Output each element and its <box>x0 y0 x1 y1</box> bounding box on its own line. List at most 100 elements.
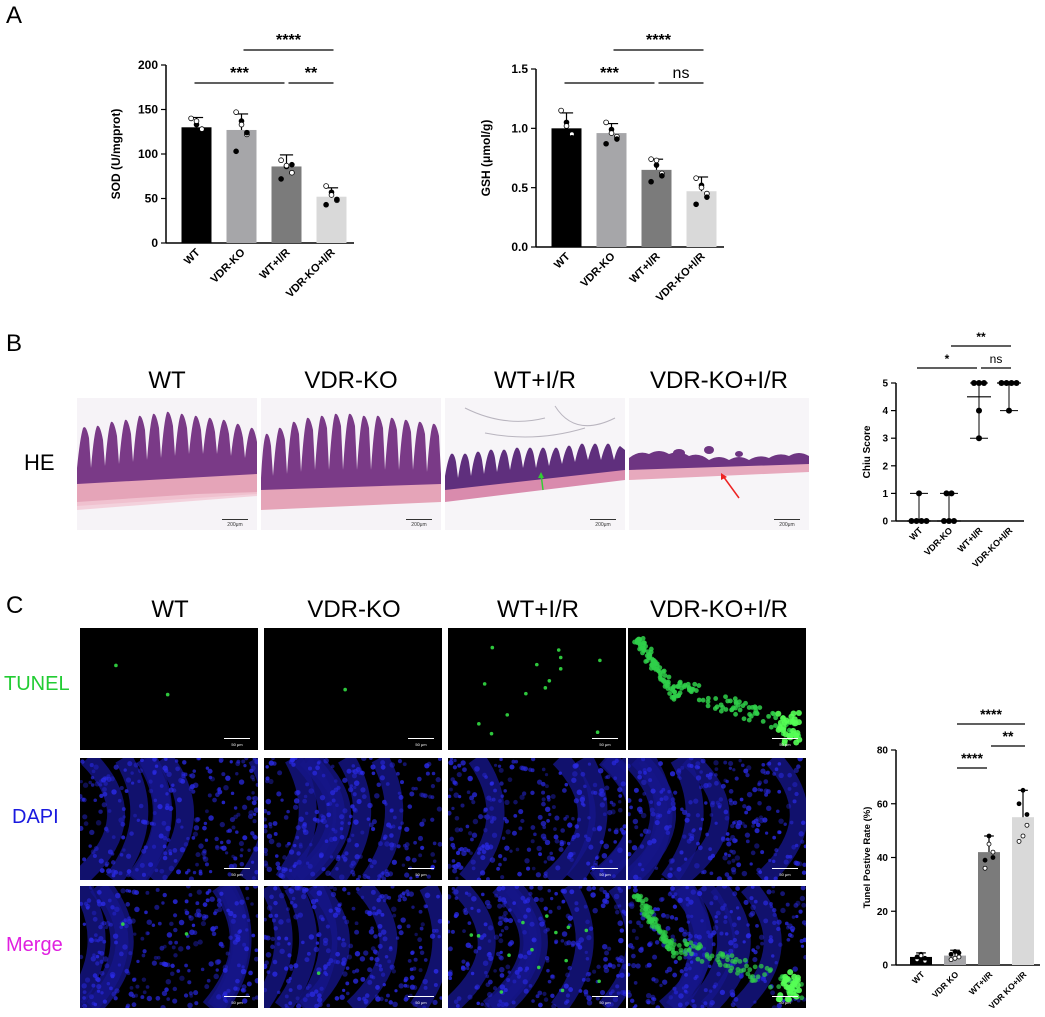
nucleus <box>530 825 536 830</box>
nucleus <box>103 781 108 786</box>
nucleus <box>195 862 199 867</box>
nucleus <box>302 798 308 804</box>
nucleus <box>391 969 397 974</box>
tunel-positive-cell <box>750 704 755 710</box>
nucleus <box>632 887 638 893</box>
significance-label: **** <box>646 32 672 49</box>
nucleus <box>374 793 380 799</box>
nucleus <box>369 864 374 869</box>
nucleus <box>602 944 608 950</box>
nucleus <box>471 866 476 871</box>
nucleus <box>636 920 641 926</box>
nucleus <box>543 860 548 864</box>
tunel-positive-cell <box>729 707 735 713</box>
data-point <box>952 955 958 961</box>
nucleus <box>90 849 96 855</box>
nucleus <box>780 891 785 897</box>
nucleus <box>599 840 604 845</box>
data-point <box>199 132 205 139</box>
nucleus <box>264 847 268 854</box>
nucleus <box>710 800 715 805</box>
nucleus <box>646 767 652 773</box>
tunel-positive-cell <box>114 663 118 668</box>
nucleus <box>320 815 326 821</box>
nucleus <box>520 765 526 771</box>
nucleus <box>631 945 635 950</box>
significance-label: ns <box>990 352 1003 366</box>
bar-1 <box>596 133 627 247</box>
nucleus <box>411 857 417 863</box>
nucleus <box>676 774 681 779</box>
nucleus <box>196 758 201 761</box>
nucleus <box>389 825 393 829</box>
nucleus <box>437 934 441 939</box>
nucleus <box>482 960 489 966</box>
nucleus <box>430 817 435 822</box>
nucleus <box>339 814 345 820</box>
nucleus <box>476 1001 480 1006</box>
nucleus <box>215 968 219 972</box>
nucleus <box>296 984 303 990</box>
tunel-positive-cell <box>121 922 125 926</box>
nucleus <box>498 854 503 859</box>
nucleus <box>547 979 552 984</box>
nucleus <box>193 990 199 996</box>
nucleus <box>688 832 692 837</box>
nucleus <box>662 979 668 985</box>
nucleus <box>378 964 382 968</box>
nucleus <box>522 954 528 960</box>
scale-label: 50 μm <box>599 1000 611 1005</box>
tunel-positive-cell <box>768 724 774 730</box>
col-header-c-wtir: WT+I/R <box>497 596 579 623</box>
nucleus <box>590 892 596 898</box>
nucleus <box>563 817 567 821</box>
nucleus <box>496 866 501 871</box>
nucleus <box>324 839 329 844</box>
nucleus <box>384 871 390 878</box>
tunel-positive-cell <box>653 921 659 927</box>
nucleus <box>233 986 238 991</box>
nucleus <box>678 927 685 933</box>
tunel-positive-cell <box>662 933 668 939</box>
nucleus <box>370 764 376 770</box>
nucleus <box>389 964 395 970</box>
nucleus <box>151 960 157 966</box>
nucleus <box>102 787 107 792</box>
nucleus <box>763 900 769 906</box>
scale-label: 50 μm <box>231 1000 243 1005</box>
nucleus <box>615 910 620 915</box>
nucleus <box>541 767 546 772</box>
nucleus <box>414 932 418 937</box>
nucleus <box>413 957 418 962</box>
nucleus <box>605 774 611 780</box>
scale-label: 50 μm <box>779 1000 791 1005</box>
tunel-positive-cell <box>643 897 649 902</box>
nucleus <box>418 945 423 950</box>
nucleus <box>470 859 476 865</box>
scale-bar <box>772 868 798 869</box>
nucleus <box>712 925 719 931</box>
nucleus <box>715 800 720 805</box>
nucleus <box>668 858 675 864</box>
nucleus <box>104 863 109 867</box>
nucleus <box>550 974 555 979</box>
nucleus <box>477 851 481 855</box>
nucleus <box>136 959 140 964</box>
nucleus <box>586 886 592 892</box>
nucleus <box>686 931 691 936</box>
tunel-positive-cell <box>723 694 728 700</box>
data-point <box>693 201 699 208</box>
nucleus <box>403 978 408 983</box>
significance-label: ns <box>673 65 690 82</box>
nucleus <box>411 786 416 791</box>
nucleus <box>792 966 798 972</box>
nucleus <box>265 952 272 958</box>
nucleus <box>121 835 126 840</box>
tunel-positive-cell <box>791 992 798 999</box>
nucleus <box>522 979 528 985</box>
nucleus <box>487 979 493 985</box>
scale-label: 50 μm <box>599 872 611 877</box>
nucleus <box>103 776 107 780</box>
data-point <box>614 136 620 142</box>
